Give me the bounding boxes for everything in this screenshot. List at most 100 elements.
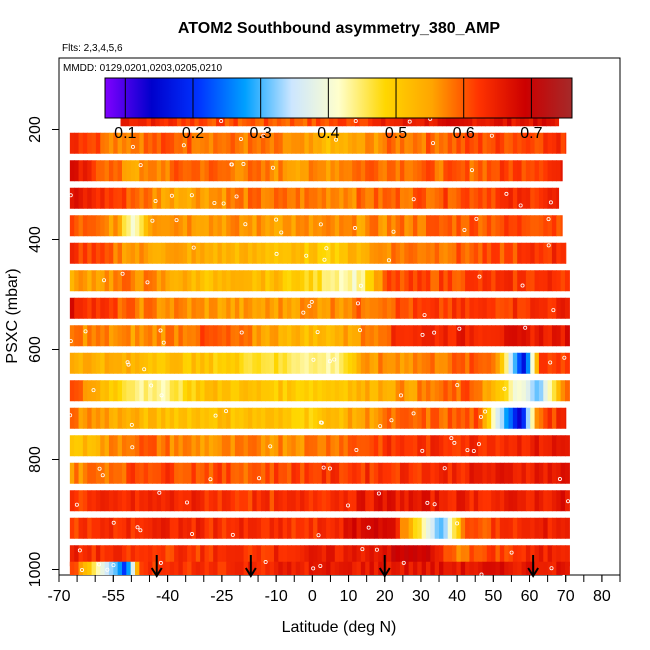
heatmap-cell <box>313 215 319 237</box>
heatmap-cell <box>382 517 388 539</box>
heatmap-cell <box>234 297 240 319</box>
heatmap-cell <box>295 215 301 237</box>
heatmap-cell <box>469 132 475 154</box>
heatmap-cell <box>399 462 405 484</box>
heatmap-cell <box>287 242 292 264</box>
heatmap-cell <box>421 160 427 182</box>
heatmap-cell <box>525 545 531 567</box>
heatmap-cell <box>473 132 479 154</box>
heatmap-cell <box>161 561 167 575</box>
heatmap-cell <box>165 242 171 264</box>
heatmap-cell <box>152 352 158 374</box>
heatmap-cell <box>308 215 314 237</box>
heatmap-cell <box>391 380 397 402</box>
heatmap-cell <box>291 160 297 182</box>
heatmap-cell <box>404 490 410 512</box>
heatmap-cell <box>469 435 475 457</box>
heatmap-cell <box>152 215 158 237</box>
heatmap-cell <box>360 407 366 429</box>
heatmap-cell <box>74 490 80 512</box>
data-point <box>91 388 96 393</box>
heatmap-cell <box>460 380 466 402</box>
heatmap-cell <box>273 132 279 154</box>
heatmap-cell <box>530 160 536 182</box>
heatmap-cell <box>165 297 171 319</box>
heatmap-cell <box>499 490 505 512</box>
heatmap-cell <box>152 380 158 402</box>
heatmap-cell <box>326 561 332 575</box>
data-point <box>219 119 224 124</box>
data-point <box>142 367 147 372</box>
heatmap-cell <box>534 215 540 237</box>
heatmap-cell <box>204 462 210 484</box>
heatmap-cell <box>326 297 332 319</box>
heatmap-cell <box>87 490 93 512</box>
heatmap-cell <box>495 325 501 347</box>
heatmap-cell <box>508 490 514 512</box>
heatmap-cell <box>300 215 305 237</box>
heatmap-cell <box>447 352 453 374</box>
heatmap-cell <box>230 462 236 484</box>
heatmap-cell <box>78 517 84 539</box>
heatmap-cell <box>239 517 245 539</box>
heatmap-cell <box>512 215 518 237</box>
heatmap-cell <box>195 325 201 347</box>
heatmap-cell <box>74 297 80 319</box>
heatmap-cell <box>187 380 193 402</box>
heatmap-cell <box>278 132 284 154</box>
heatmap-cell <box>148 325 153 347</box>
heatmap-cell <box>382 270 388 292</box>
heatmap-cell <box>204 132 210 154</box>
heatmap-cell <box>69 325 75 347</box>
heatmap-cell <box>399 490 405 512</box>
heatmap-cell <box>200 435 206 457</box>
heatmap-cell <box>226 407 232 429</box>
data-point <box>274 217 279 222</box>
heatmap-cell <box>495 545 501 567</box>
heatmap-cell <box>395 490 401 512</box>
heatmap-cell <box>547 517 553 539</box>
heatmap-cell <box>265 435 271 457</box>
data-point <box>420 332 425 337</box>
heatmap-cell <box>208 490 214 512</box>
heatmap-cell <box>282 435 288 457</box>
heatmap-cell <box>395 160 401 182</box>
heatmap-cell <box>278 407 284 429</box>
heatmap-cell <box>443 297 449 319</box>
heatmap-cell <box>187 160 193 182</box>
heatmap-cell <box>430 380 436 402</box>
heatmap-cell <box>534 325 540 347</box>
heatmap-cell <box>78 187 84 209</box>
data-point <box>551 308 556 313</box>
heatmap-cell <box>339 407 345 429</box>
heatmap-cell <box>174 242 180 264</box>
heatmap-cell <box>343 435 349 457</box>
heatmap-cell <box>260 462 266 484</box>
heatmap-cell <box>87 561 93 575</box>
heatmap-cell <box>512 325 518 347</box>
heatmap-cell <box>504 380 510 402</box>
heatmap-cell <box>512 352 518 374</box>
heatmap-cell <box>347 132 353 154</box>
heatmap-cell <box>352 132 358 154</box>
heatmap-cell <box>560 270 566 292</box>
heatmap-cell <box>213 187 219 209</box>
heatmap-cell <box>213 160 219 182</box>
heatmap-cell <box>243 517 249 539</box>
heatmap-cell <box>117 462 123 484</box>
heatmap-cell <box>486 490 492 512</box>
heatmap-cell <box>521 517 527 539</box>
heatmap-cell <box>343 215 349 237</box>
heatmap-cell <box>113 297 119 319</box>
heatmap-cell <box>421 352 427 374</box>
heatmap-cell <box>556 187 560 209</box>
heatmap-cell <box>564 270 570 292</box>
heatmap-cell <box>187 352 193 374</box>
heatmap-cell <box>499 242 505 264</box>
data-point <box>479 572 484 577</box>
data-point <box>548 360 553 365</box>
heatmap-cell <box>412 352 418 374</box>
heatmap-cell <box>230 297 236 319</box>
heatmap-cell <box>426 242 431 264</box>
heatmap-cell <box>521 270 527 292</box>
